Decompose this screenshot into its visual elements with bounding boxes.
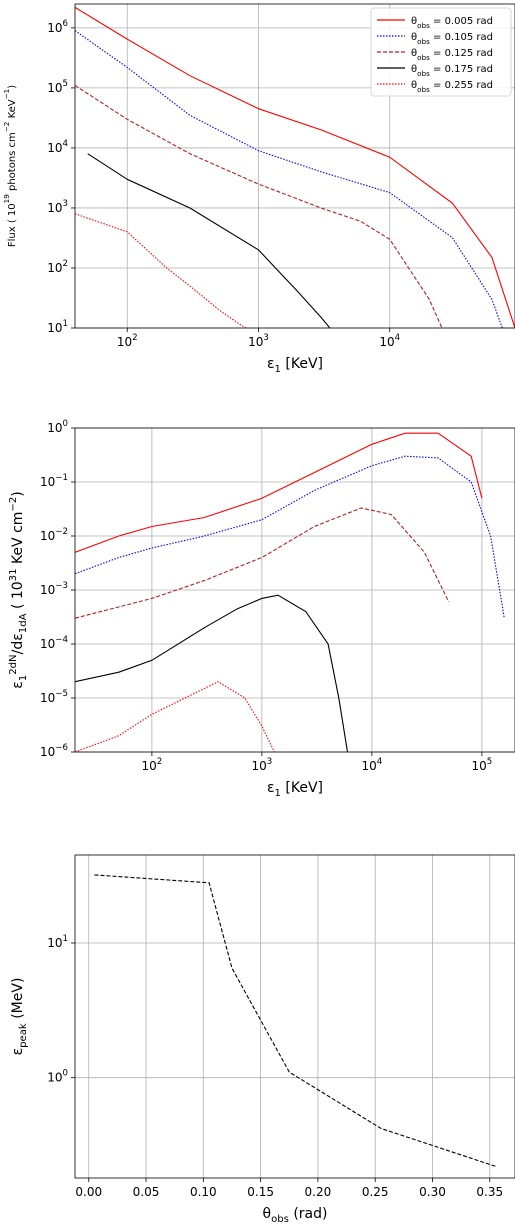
y-tick-label: 10−6​ xyxy=(40,743,68,759)
y-tick-label: 10−3​ xyxy=(40,581,68,597)
y-tick-label: 10−1​ xyxy=(40,473,68,489)
x-tick-label: 0.25 xyxy=(362,1185,389,1199)
series-line-3 xyxy=(75,594,349,752)
series-group xyxy=(75,432,505,752)
y-tick-label: 103​ xyxy=(47,199,68,215)
legend-entry: θobs​ = 0.105 rad xyxy=(411,32,493,46)
series-line-0 xyxy=(75,6,515,328)
y-tick-label: 10−4​ xyxy=(40,635,68,651)
x-tick-label: 0.00 xyxy=(75,1185,102,1199)
x-axis-label: ε1​ [KeV] xyxy=(267,780,323,799)
series-line-2 xyxy=(75,507,450,619)
series-line-0 xyxy=(75,432,483,553)
series-group xyxy=(75,6,515,328)
y-tick-label: 105​ xyxy=(47,79,68,95)
plot-frame xyxy=(74,854,515,1179)
legend-entry: θobs​ = 0.175 rad xyxy=(411,64,493,78)
flux-chart: 102​ 103​ 104​ 101​ 102​ 103​ 104​ 105​ 106​ ε1​ … xyxy=(2,3,515,375)
y-tick-label: 101​ xyxy=(47,319,68,335)
legend-entry: θobs​ = 0.255 rad xyxy=(411,80,493,94)
x-tick-label: 103​ xyxy=(251,757,272,773)
plot-frame xyxy=(74,3,515,329)
x-tick-label: 0.05 xyxy=(133,1185,160,1199)
series-line-4 xyxy=(75,213,247,328)
y-tick-label: 100​ xyxy=(47,419,68,435)
series-line-2 xyxy=(75,84,443,328)
x-tick-label: 0.15 xyxy=(247,1185,274,1199)
y-axis-label: Flux ( 1019​ photons cm−2​ KeV−1​) xyxy=(2,85,18,247)
sed-chart: 102​ 103​ 104​ 105​ 10−6​ 10−5​ 10−4​ 10−3​ 10−2… xyxy=(8,419,515,799)
y-tick-label: 10−2​ xyxy=(40,527,68,543)
series-line-1 xyxy=(75,455,505,619)
x-tick-label: 104​ xyxy=(379,333,400,349)
peak-energy-chart: 0.00 0.05 0.10 0.15 0.20 0.25 0.30 0.35 100​ 101​… xyxy=(10,854,515,1225)
x-tick-label: 102​ xyxy=(117,333,138,349)
x-tick-label: 0.20 xyxy=(305,1185,332,1199)
x-tick-label: 104​ xyxy=(361,757,382,773)
x-tick-label: 105​ xyxy=(471,757,492,773)
series-line-4 xyxy=(75,681,275,752)
x-axis-label: θobs​ (rad) xyxy=(262,1206,327,1225)
x-tick-label: 103​ xyxy=(248,333,269,349)
series-line-0 xyxy=(94,874,496,1167)
y-tick-label: 10−5​ xyxy=(40,689,68,705)
y-tick-label: 104​ xyxy=(47,139,68,155)
y-tick-label: 100​ xyxy=(47,1069,68,1085)
y-tick-label: 102​ xyxy=(47,259,68,275)
x-tick-label: 0.10 xyxy=(190,1185,217,1199)
y-tick-label: 106​ xyxy=(47,19,68,35)
legend: θobs​ = 0.005 rad θobs​ = 0.105 rad θobs​ … xyxy=(370,7,512,97)
series-group xyxy=(94,874,496,1167)
y-axis-label: ε1​2dN​/dε1dA​ ( 1031​ KeV cm−2​) xyxy=(8,491,29,689)
series-line-3 xyxy=(87,153,331,328)
x-axis-label: ε1​ [KeV] xyxy=(267,356,323,375)
legend-entry: θobs​ = 0.005 rad xyxy=(411,16,493,30)
y-tick-label: 101​ xyxy=(47,934,68,950)
y-axis-label: εpeak​ (MeV) xyxy=(10,978,29,1056)
series-line-1 xyxy=(75,30,503,328)
x-tick-label: 102​ xyxy=(141,757,162,773)
x-tick-label: 0.30 xyxy=(419,1185,446,1199)
legend-entry: θobs​ = 0.125 rad xyxy=(411,48,493,62)
x-tick-label: 0.35 xyxy=(476,1185,503,1199)
